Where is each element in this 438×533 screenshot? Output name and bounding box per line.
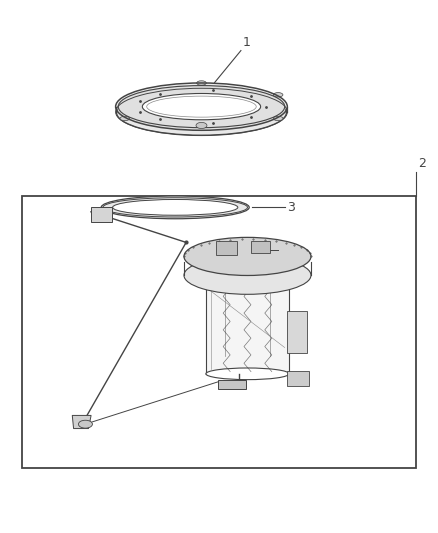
Ellipse shape [273, 116, 283, 120]
FancyBboxPatch shape [251, 241, 270, 254]
Ellipse shape [120, 116, 130, 120]
Ellipse shape [117, 84, 286, 129]
Ellipse shape [114, 200, 237, 215]
Ellipse shape [142, 93, 261, 120]
Bar [22, 197, 416, 468]
FancyBboxPatch shape [218, 380, 246, 389]
Ellipse shape [78, 420, 92, 428]
Text: 1: 1 [243, 36, 251, 49]
Ellipse shape [101, 196, 249, 219]
FancyBboxPatch shape [216, 241, 237, 255]
FancyBboxPatch shape [206, 278, 289, 374]
FancyBboxPatch shape [287, 371, 309, 386]
Ellipse shape [184, 256, 311, 294]
Ellipse shape [206, 272, 289, 283]
Ellipse shape [197, 81, 206, 85]
Ellipse shape [117, 90, 286, 135]
Ellipse shape [206, 368, 289, 379]
FancyBboxPatch shape [91, 207, 112, 222]
Text: 2: 2 [418, 157, 426, 170]
Text: 3: 3 [287, 201, 295, 214]
Ellipse shape [184, 237, 311, 276]
Polygon shape [72, 415, 91, 429]
Ellipse shape [196, 123, 207, 128]
FancyBboxPatch shape [287, 311, 307, 353]
Ellipse shape [273, 93, 283, 97]
